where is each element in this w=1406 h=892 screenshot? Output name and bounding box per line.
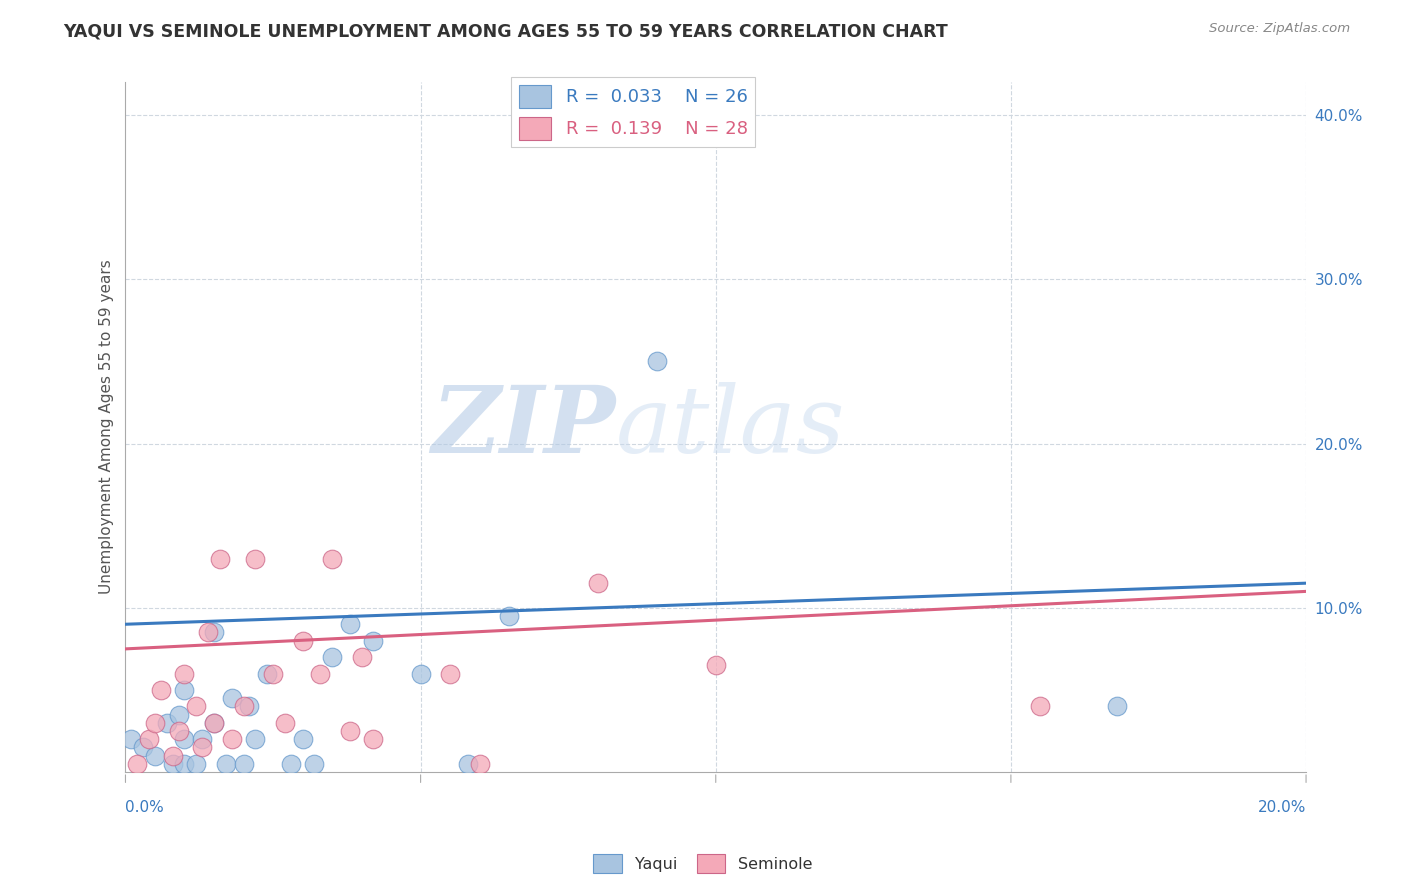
Point (363, 633, 385, 648)
Point (127, 756, 149, 771)
Point (221, 691, 243, 706)
Point (186, 756, 208, 771)
Point (321, 551, 343, 566)
Point (498, 609, 520, 624)
Text: YAQUI VS SEMINOLE UNEMPLOYMENT AMONG AGES 55 TO 59 YEARS CORRELATION CHART: YAQUI VS SEMINOLE UNEMPLOYMENT AMONG AGE… (63, 22, 948, 40)
Point (202, 715, 225, 730)
Point (321, 650, 343, 665)
Point (221, 732, 243, 747)
Point (173, 732, 195, 747)
Point (457, 756, 479, 771)
Text: atlas: atlas (616, 382, 845, 472)
Point (232, 699, 254, 714)
Point (162, 756, 184, 771)
Point (256, 666, 278, 681)
Point (350, 650, 373, 665)
Point (339, 724, 361, 739)
Point (645, 354, 668, 368)
Point (291, 633, 314, 648)
Point (202, 625, 225, 640)
Point (167, 724, 190, 739)
Text: ZIP: ZIP (432, 382, 616, 472)
Point (156, 715, 179, 730)
Point (704, 658, 727, 673)
Point (238, 699, 260, 714)
Point (191, 740, 214, 755)
Point (262, 666, 284, 681)
Point (143, 748, 166, 763)
Point (586, 576, 609, 591)
Point (197, 625, 219, 640)
Point (339, 617, 361, 632)
Point (143, 715, 166, 730)
Point (167, 707, 190, 722)
Point (173, 756, 195, 771)
Text: 0.0%: 0.0% (125, 800, 165, 814)
Point (215, 756, 238, 771)
Point (291, 732, 314, 747)
Point (274, 715, 297, 730)
Point (186, 699, 208, 714)
Point (138, 732, 160, 747)
Point (363, 732, 385, 747)
Point (409, 666, 432, 681)
Point (439, 666, 461, 681)
Point (202, 715, 225, 730)
Point (120, 732, 142, 747)
Point (173, 682, 195, 697)
Point (232, 756, 254, 771)
Point (245, 551, 267, 566)
Point (468, 756, 491, 771)
Point (304, 756, 326, 771)
Point (149, 682, 172, 697)
Point (1107, 699, 1129, 714)
Point (309, 666, 332, 681)
Legend: Yaqui, Seminole: Yaqui, Seminole (588, 847, 818, 880)
Point (132, 740, 155, 755)
Text: Source: ZipAtlas.com: Source: ZipAtlas.com (1209, 22, 1350, 36)
Point (162, 748, 184, 763)
Point (1029, 699, 1052, 714)
Y-axis label: Unemployment Among Ages 55 to 59 years: Unemployment Among Ages 55 to 59 years (100, 260, 114, 594)
Point (173, 666, 195, 681)
Point (208, 551, 231, 566)
Point (280, 756, 302, 771)
Legend: R =  0.033    N = 26, R =  0.139    N = 28: R = 0.033 N = 26, R = 0.139 N = 28 (512, 78, 755, 147)
Text: 20.0%: 20.0% (1258, 800, 1306, 814)
Point (245, 732, 267, 747)
Point (191, 732, 214, 747)
